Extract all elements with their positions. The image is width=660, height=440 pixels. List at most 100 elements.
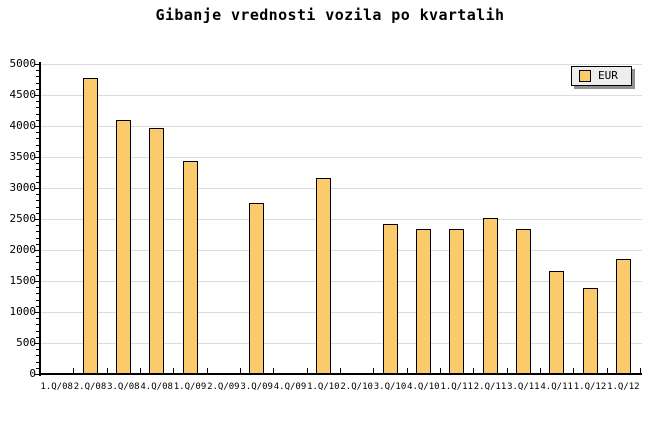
y-minor-tick <box>36 150 39 152</box>
x-category-label: 4.Q/10 <box>407 382 440 392</box>
y-minor-tick <box>36 175 39 177</box>
y-tick-label: 4500 <box>9 88 37 101</box>
y-minor-tick <box>36 367 39 369</box>
y-tick-label: 1500 <box>9 274 37 287</box>
y-major-tick <box>34 343 39 344</box>
y-minor-tick <box>36 163 39 165</box>
y-minor-tick <box>36 200 39 202</box>
x-tick <box>340 368 341 374</box>
x-tick <box>640 368 641 374</box>
x-tick <box>306 368 308 374</box>
y-minor-tick <box>36 274 39 276</box>
y-major-tick <box>34 312 39 313</box>
gridline <box>39 250 642 251</box>
y-minor-tick <box>36 119 39 121</box>
y-minor-tick <box>36 349 39 351</box>
y-tick-label: 3000 <box>9 181 37 194</box>
bar <box>482 218 498 375</box>
y-minor-tick <box>36 237 39 239</box>
gridline <box>39 219 642 220</box>
bar <box>315 178 331 375</box>
y-tick-label: 1000 <box>9 305 37 318</box>
x-category-label: 2.Q/10 <box>340 382 373 392</box>
y-minor-tick <box>36 231 39 233</box>
bar <box>415 228 431 375</box>
y-minor-tick <box>36 305 39 307</box>
x-category-label: 2.Q/09 <box>207 382 240 392</box>
y-minor-tick <box>36 107 39 109</box>
y-minor-tick <box>36 262 39 264</box>
gridline <box>39 281 642 282</box>
y-minor-tick <box>36 88 39 90</box>
y-minor-tick <box>36 212 39 214</box>
y-minor-tick <box>36 330 39 332</box>
x-category-label: 4.Q/09 <box>273 382 307 392</box>
x-category-label: 1.Q/08 <box>40 382 73 392</box>
y-minor-tick <box>36 243 39 245</box>
y-major-tick <box>34 219 39 220</box>
y-minor-tick <box>36 293 39 295</box>
gridline <box>39 312 642 313</box>
x-category-label: 2.Q/11 <box>473 382 507 392</box>
x-category-label: 1.Q/09 <box>173 382 207 392</box>
bar <box>115 120 131 375</box>
y-major-tick <box>34 188 39 189</box>
bar <box>549 271 565 375</box>
gridline <box>39 95 642 96</box>
y-minor-tick <box>36 287 39 289</box>
y-minor-tick <box>36 181 39 183</box>
y-minor-tick <box>36 206 39 208</box>
chart-title: Gibanje vrednosti vozila po kvartalih <box>155 6 505 24</box>
x-category-label: 4.Q/08 <box>140 382 173 392</box>
x-category-label: 3.Q/09 <box>240 382 273 392</box>
x-tick <box>506 368 508 374</box>
y-minor-tick <box>36 82 39 84</box>
y-minor-tick <box>36 169 39 171</box>
bar <box>82 77 98 375</box>
x-tick <box>606 368 608 374</box>
x-category-label: 1.Q/10 <box>307 382 340 392</box>
bar <box>615 258 631 375</box>
y-minor-tick <box>36 70 39 72</box>
y-tick-label: 4000 <box>9 119 37 132</box>
x-tick <box>73 368 75 374</box>
x-category-label: 4.Q/11 <box>540 382 573 392</box>
x-tick <box>206 368 208 374</box>
y-tick-label: 5000 <box>9 57 37 70</box>
x-tick <box>173 368 175 374</box>
y-tick-label: 0 <box>29 367 36 380</box>
y-tick-label: 2500 <box>9 212 37 225</box>
x-tick <box>40 368 41 374</box>
x-category-label: 1.Q/12 <box>573 382 607 392</box>
bar <box>449 228 465 375</box>
gridline <box>39 126 642 127</box>
x-category-label: 1.Q/12 <box>607 382 640 392</box>
bar <box>149 128 165 375</box>
x-tick <box>273 368 275 374</box>
x-axis <box>39 373 642 375</box>
y-minor-tick <box>36 225 39 227</box>
gridline <box>39 343 642 344</box>
y-minor-tick <box>36 132 39 134</box>
x-tick <box>540 368 541 374</box>
y-minor-tick <box>36 361 39 363</box>
y-minor-tick <box>36 101 39 103</box>
y-minor-tick <box>36 336 39 338</box>
y-minor-tick <box>36 144 39 146</box>
y-major-tick <box>34 126 39 127</box>
x-category-label: 1.Q/11 <box>440 382 473 392</box>
y-major-tick <box>34 64 39 65</box>
x-tick <box>106 368 108 374</box>
y-axis <box>39 62 41 376</box>
y-minor-tick <box>36 355 39 357</box>
y-minor-tick <box>36 76 39 78</box>
y-minor-tick <box>36 299 39 301</box>
x-category-label: 3.Q/11 <box>507 382 540 392</box>
y-tick-label: 2000 <box>9 243 37 256</box>
bar <box>515 228 531 375</box>
x-tick <box>406 368 408 374</box>
y-tick-label: 500 <box>16 336 36 349</box>
x-tick <box>473 368 475 374</box>
bar <box>382 224 398 375</box>
